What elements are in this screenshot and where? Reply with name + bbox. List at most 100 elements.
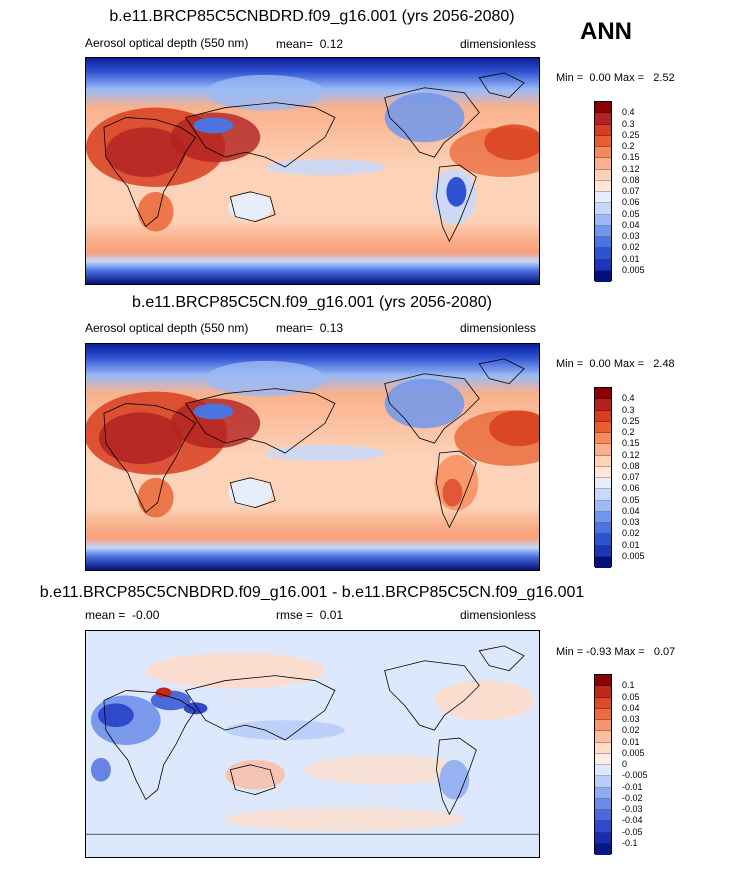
colorbar-tick-label: -0.01 [622,781,643,792]
colorbar-tick-label: -0.005 [622,770,648,781]
colorbar-tick-label: 0.15 [622,152,640,163]
panel1-units: dimensionless [460,37,537,51]
colorbar-tick-label: 0.03 [622,517,640,527]
panel1-min-value: 0.00 [589,72,611,84]
colorbar-swatch [595,489,611,501]
colorbar-swatch [595,102,611,114]
colorbar-swatch [595,776,611,788]
colorbar-tick-label: 0.4 [622,393,635,404]
colorbar-swatch [595,708,611,720]
panel2-units: dimensionless [460,321,537,335]
panel3-min-value: -0.93 [586,646,612,658]
panel2-min-value: 0.00 [589,358,611,370]
colorbar-tick-label: 0.005 [622,550,645,561]
colorbar-swatch [595,466,611,478]
colorbar-tick-label: -0.03 [622,804,643,814]
colorbar-tick-label: 0.06 [622,197,640,208]
colorbar-swatch [595,821,611,833]
panel1-title: b.e11.BRCP85C5CNBDRD.f09_g16.001 (yrs 20… [109,8,515,25]
panel3-minmax: Min = -0.93 Max = 0.07 [556,646,676,658]
colorbar-tick-label: 0.07 [622,472,640,482]
colorbar-tick-label: 0.02 [622,528,640,539]
panel2-max-value: 2.48 [653,358,675,370]
colorbar-swatch [595,675,611,687]
colorbar-swatch [595,523,611,535]
colorbar-tick-label: 0.06 [622,483,640,494]
panel2-colorbar-labels: 0.4 0.3 0.25 0.2 0.15 0.12 0.08 0.07 0.0… [622,387,682,567]
colorbar-swatch [595,135,611,147]
colorbar-tick-label: -0.05 [622,826,643,837]
colorbar-tick-label: 0.03 [622,714,640,724]
colorbar-tick-label: 0.02 [622,242,640,253]
panel1-max-value: 2.52 [653,72,675,84]
colorbar-swatch [595,798,611,810]
panel2-mean-label: mean= 0.13 [276,321,344,335]
colorbar-tick-label: 0.4 [622,107,635,118]
colorbar-tick-label: 0 [622,759,628,769]
colorbar-swatch [595,192,611,204]
colorbar-tick-label: 0.07 [622,186,640,196]
colorbar-swatch [595,787,611,799]
panel3-max-value: 0.07 [653,646,676,658]
panel3-rmse-value: 0.01 [319,608,344,622]
panel2-variable-label: Aerosol optical depth (550 nm) [85,321,249,335]
panel2-title: b.e11.BRCP85C5CN.f09_g16.001 (yrs 2056-2… [132,294,492,311]
colorbar-tick-label: 0.005 [622,747,645,758]
colorbar-swatch [595,270,611,282]
panel3-title: b.e11.BRCP85C5CNBDRD.f09_g16.001 - b.e11… [39,584,585,601]
panel2-mean-value: 0.13 [319,321,344,335]
colorbar-swatch [595,753,611,765]
colorbar-tick-label: 0.01 [622,736,640,747]
colorbar-swatch [595,259,611,271]
panel3-difference-map [85,630,540,858]
panel2-colorbar [594,387,612,568]
colorbar-tick-label: 0.25 [622,129,640,140]
colorbar-tick-label: -0.02 [622,792,643,803]
colorbar-swatch [595,113,611,125]
panel1-minmax: Min = 0.00 Max = 2.52 [556,72,675,84]
colorbar-swatch [595,180,611,192]
colorbar-swatch [595,214,611,226]
panel3-rmse-label: rmse = 0.01 [276,608,344,622]
colorbar-tick-label: 0.25 [622,415,640,426]
colorbar-swatch [595,124,611,136]
panel2-aod-map [85,343,540,571]
colorbar-tick-label: 0.15 [622,438,640,449]
colorbar-swatch [595,843,611,855]
colorbar-swatch [595,248,611,260]
colorbar-swatch [595,399,611,411]
colorbar-swatch [595,455,611,467]
colorbar-swatch [595,421,611,433]
colorbar-swatch [595,832,611,844]
colorbar-swatch [595,478,611,490]
colorbar-swatch [595,388,611,400]
colorbar-tick-label: 0.08 [622,174,640,185]
colorbar-swatch [595,158,611,170]
panel3-mean-value: -0.00 [132,608,160,622]
colorbar-swatch [595,225,611,237]
colorbar-swatch [595,697,611,709]
colorbar-tick-label: 0.02 [622,725,640,736]
colorbar-swatch [595,500,611,512]
panel3-colorbar-labels: 0.1 0.05 0.04 0.03 0.02 0.01 0.005 0 -0.… [622,674,682,854]
panel1-mean-label: mean= 0.12 [276,37,344,51]
colorbar-tick-label: 0.04 [622,505,640,516]
colorbar-tick-label: 0.2 [622,141,635,151]
panel3-colorbar [594,674,612,855]
colorbar-tick-label: 0.05 [622,691,640,702]
colorbar-swatch [595,237,611,249]
colorbar-tick-label: -0.04 [622,815,643,826]
colorbar-tick-label: 0.04 [622,219,640,230]
colorbar-swatch [595,534,611,546]
colorbar-swatch [595,433,611,445]
panel1-variable-label: Aerosol optical depth (550 nm) [85,36,249,50]
colorbar-swatch [595,444,611,456]
colorbar-tick-label: 0.12 [622,163,640,174]
colorbar-tick-label: 0.03 [622,231,640,241]
colorbar-swatch [595,765,611,777]
panel1-mean-value: 0.12 [319,37,344,51]
colorbar-swatch [595,147,611,159]
panel2-minmax: Min = 0.00 Max = 2.48 [556,358,675,370]
colorbar-swatch [595,742,611,754]
colorbar-tick-label: 0.12 [622,449,640,460]
